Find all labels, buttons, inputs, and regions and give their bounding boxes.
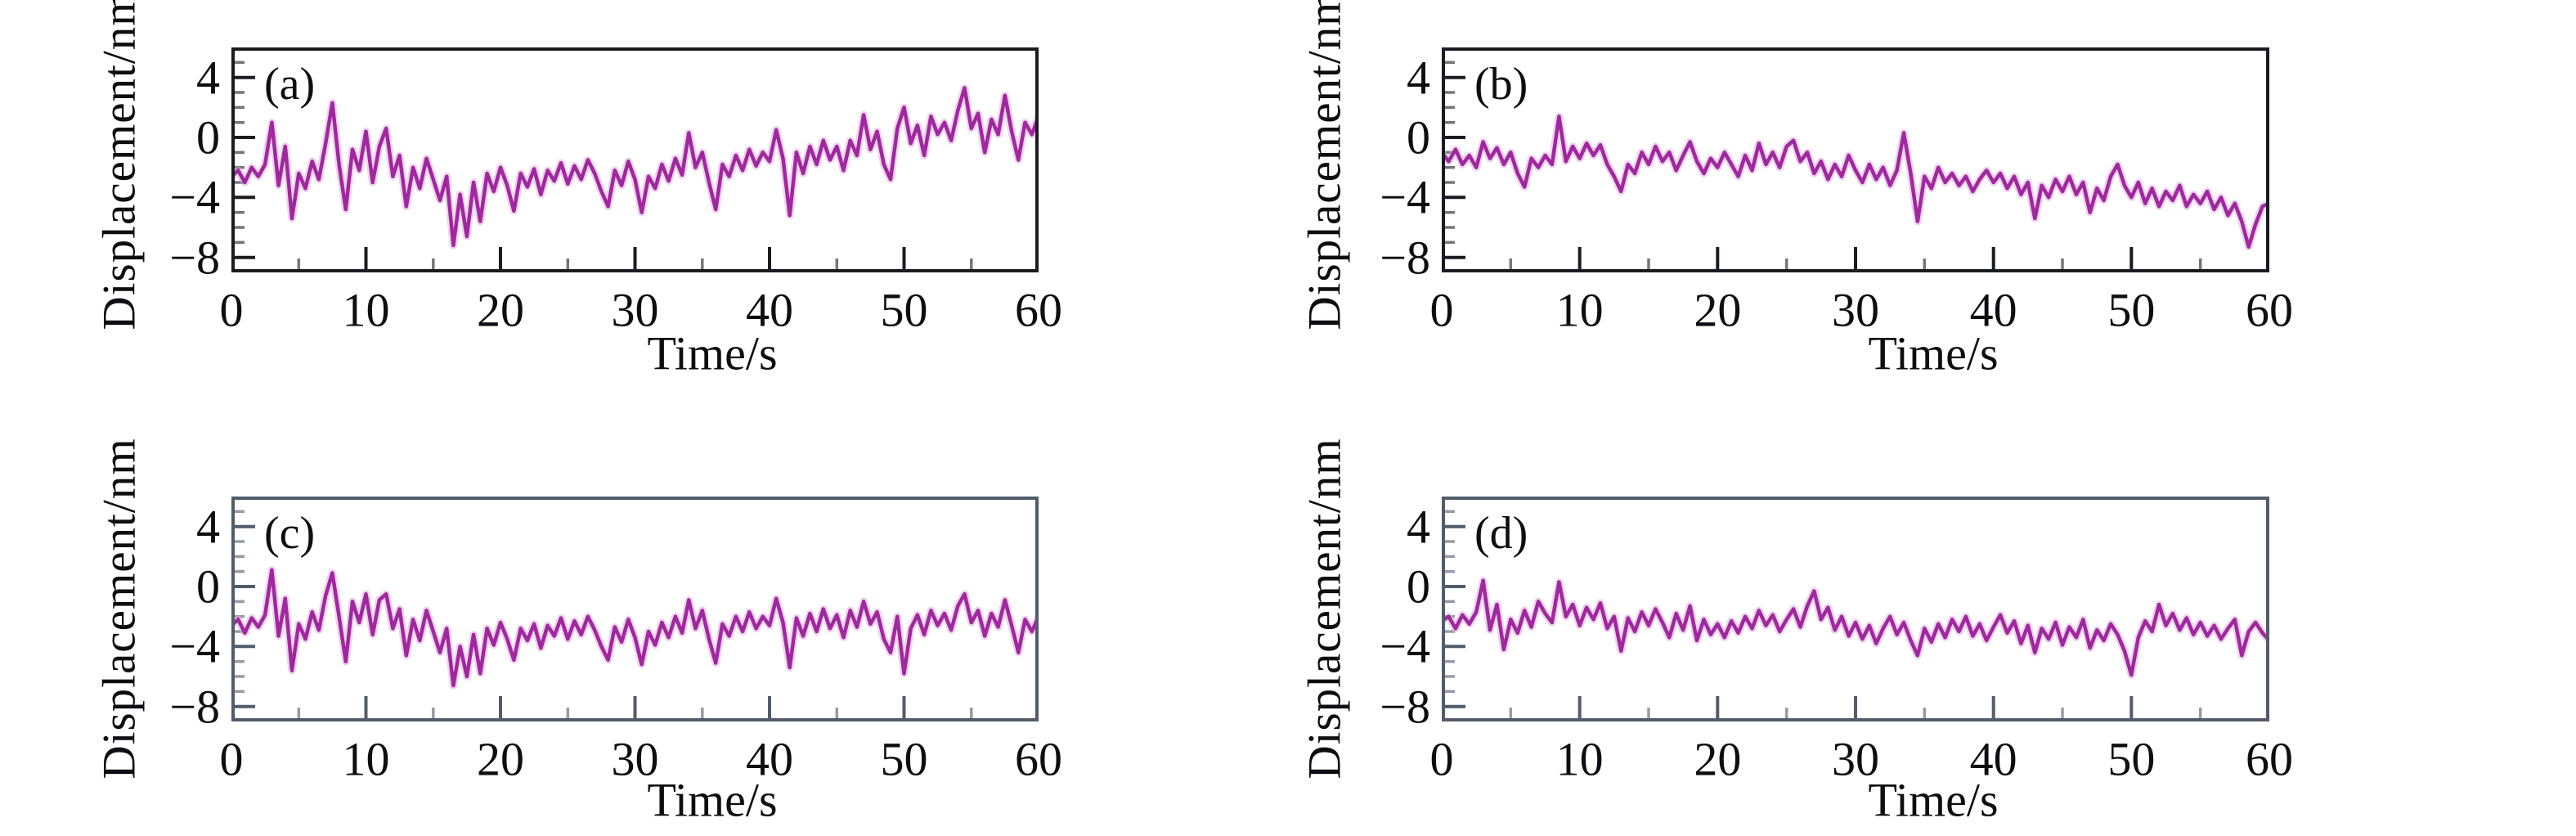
y-tick-label: 0 — [1407, 110, 1430, 164]
x-tick-label: 60 — [1015, 283, 1062, 337]
x-tick-label: 40 — [746, 283, 793, 337]
x-tick-label: 30 — [1832, 283, 1879, 337]
x-tick-label: 30 — [611, 283, 659, 337]
y-axis-label: Displacement/nm — [1299, 0, 1351, 330]
y-tick-label: 0 — [196, 560, 220, 614]
plot-area-svg — [231, 47, 1039, 272]
x-tick-label: 20 — [1694, 283, 1742, 337]
x-tick-label: 60 — [2246, 732, 2293, 786]
y-tick-label: −8 — [1380, 680, 1430, 734]
y-tick-label: −4 — [169, 619, 220, 673]
panel-letter: (d) — [1474, 508, 1528, 559]
x-tick-label: 30 — [611, 732, 659, 786]
x-tick-label: 40 — [1969, 732, 2017, 786]
x-tick-label: 50 — [2107, 283, 2156, 337]
x-tick-label: 60 — [1015, 732, 1062, 786]
trace-glow — [1442, 576, 2269, 679]
y-tick-label: 4 — [1407, 500, 1430, 554]
plot-area-svg — [231, 497, 1039, 721]
data-trace — [1442, 115, 2269, 249]
y-tick-label: 4 — [196, 500, 220, 554]
y-tick-label: −4 — [1380, 619, 1430, 673]
panel-letter: (a) — [264, 59, 316, 110]
x-tick-label: 20 — [1694, 732, 1742, 786]
x-tick-label: 50 — [880, 283, 928, 337]
x-tick-label: 60 — [2246, 283, 2293, 337]
x-axis-label: Time/s — [1868, 326, 1999, 380]
x-axis-label: Time/s — [1868, 773, 1999, 827]
x-tick-label: 30 — [1832, 732, 1879, 786]
x-tick-label: 10 — [342, 732, 390, 786]
x-tick-label: 0 — [219, 732, 244, 786]
trace-glow — [231, 83, 1039, 249]
plot-area-svg — [1442, 497, 2269, 721]
data-trace — [231, 568, 1039, 688]
y-tick-label: 0 — [1407, 560, 1430, 614]
x-tick-label: 0 — [1429, 283, 1454, 337]
axes-frame — [1442, 497, 2269, 721]
y-tick-label: −4 — [1380, 170, 1430, 224]
x-axis-label: Time/s — [647, 773, 778, 827]
axes-frame — [1442, 47, 2269, 272]
x-axis-label: Time/s — [647, 326, 778, 380]
x-tick-label: 50 — [2107, 732, 2156, 786]
x-tick-label: 0 — [219, 283, 244, 337]
x-tick-label: 40 — [746, 732, 793, 786]
data-trace — [1442, 578, 2269, 677]
y-tick-label: 0 — [196, 110, 220, 164]
x-tick-label: 20 — [477, 732, 524, 786]
x-tick-label: 10 — [1555, 732, 1604, 786]
y-tick-label: −4 — [169, 170, 220, 224]
x-tick-label: 10 — [342, 283, 390, 337]
x-tick-label: 20 — [477, 283, 524, 337]
y-tick-label: 4 — [196, 51, 220, 105]
x-tick-label: 50 — [880, 732, 928, 786]
y-axis-label: Displacement/nm — [1299, 438, 1351, 780]
x-tick-label: 40 — [1969, 283, 2017, 337]
axes-frame — [231, 497, 1039, 721]
y-axis-label: Displacement/nm — [93, 0, 146, 330]
trace-glow — [1442, 112, 2269, 251]
trace-glow — [231, 566, 1039, 690]
y-tick-label: −8 — [169, 231, 220, 285]
y-axis-label: Displacement/nm — [93, 438, 146, 780]
x-tick-label: 10 — [1555, 283, 1604, 337]
y-tick-label: −8 — [169, 680, 220, 734]
panel-letter: (c) — [264, 508, 316, 559]
axes-frame — [231, 47, 1039, 272]
data-trace — [231, 86, 1039, 248]
plot-area-svg — [1442, 47, 2269, 272]
x-tick-label: 0 — [1429, 732, 1454, 786]
y-tick-label: −8 — [1380, 231, 1430, 285]
y-tick-label: 4 — [1407, 51, 1430, 105]
panel-letter: (b) — [1474, 59, 1528, 110]
